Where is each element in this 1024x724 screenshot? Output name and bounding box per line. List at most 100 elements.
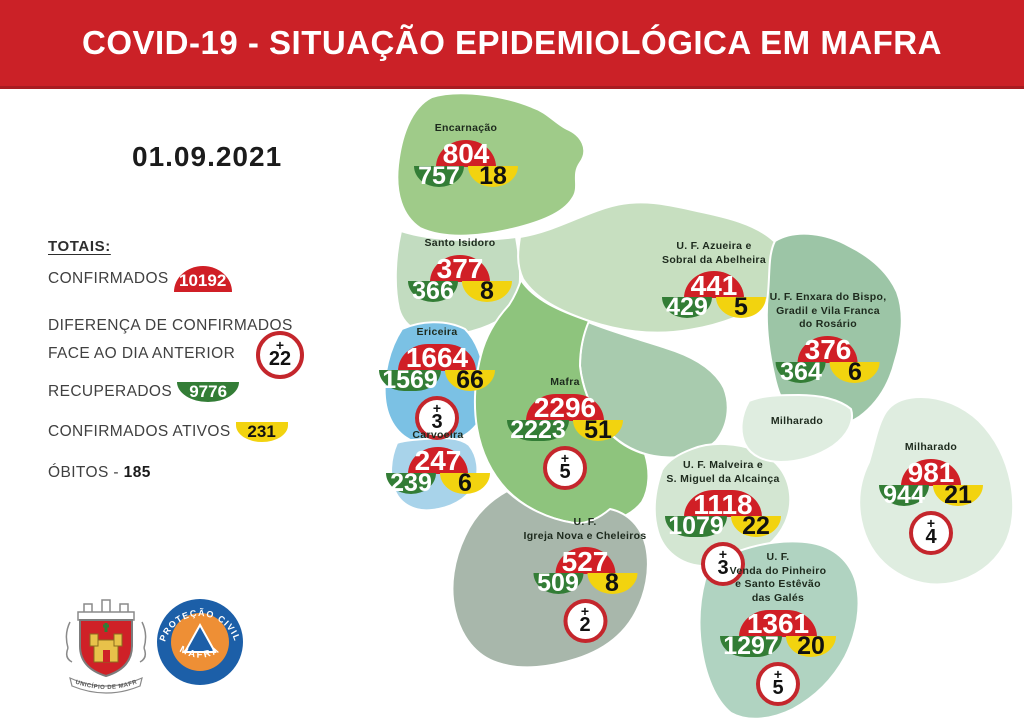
active-badge: 18 — [468, 163, 518, 188]
parish-shape-milharado-west — [740, 394, 853, 463]
parish-name: U. F. Venda do Pinheiro e Santo Estêvão … — [729, 551, 827, 604]
daily-diff-badge: +4 — [909, 510, 953, 555]
parish-cluster-venda-pinheiro: U. F. Venda do Pinheiro e Santo Estêvão … — [720, 551, 836, 706]
totals-heading: TOTAIS: — [48, 238, 111, 255]
recuperados-label: RECUPERADOS — [48, 383, 173, 400]
confirmed-badge: 527 — [555, 547, 615, 575]
page-title: COVID-19 - SITUAÇÃO EPIDEMIOLÓGICA EM MA… — [82, 24, 942, 61]
plus-sign: + — [926, 514, 936, 531]
plus-sign: + — [560, 449, 570, 466]
recovered-badge: 2223 — [507, 417, 569, 442]
plus-sign: + — [773, 665, 783, 682]
parish-name: U. F. Azueira e Sobral da Abelheira — [662, 240, 766, 266]
plus-sign: + — [275, 337, 285, 353]
plus-sign: + — [718, 546, 728, 563]
confirmed-badge: 247 — [408, 446, 468, 475]
recovered-badge: 509 — [533, 571, 583, 596]
parish-cluster-ericeira: Ericeira 1664 1569 66 +3 — [379, 326, 495, 440]
parish-cluster-azueira: U. F. Azueira e Sobral da Abelheira 441 … — [662, 240, 766, 320]
daily-diff-badge: +3 — [415, 395, 459, 440]
mafra-coat-of-arms: MUNICÍPIO DE MAFRA — [60, 582, 147, 694]
plus-sign: + — [432, 399, 442, 416]
daily-diff-badge: +2 — [563, 599, 607, 644]
recovered-badge: 239 — [386, 470, 436, 495]
active-badge: 21 — [933, 482, 983, 507]
confirmed-badge: 1664 — [398, 343, 476, 372]
parish-name: Milharado — [904, 441, 958, 453]
milharado-secondary-label: Milharado — [770, 415, 824, 427]
ativos-total-badge: 231 — [235, 422, 288, 442]
diff-label: DIFERENÇA DE CONFIRMADOS FACE AO DIA ANT… — [48, 317, 293, 362]
parish-cluster-mafra: Mafra 2296 2223 51 +5 — [507, 376, 623, 490]
confirmed-badge: 804 — [436, 139, 496, 168]
confirmados-row: CONFIRMADOS 10192 — [48, 266, 232, 292]
active-badge: 66 — [445, 367, 495, 392]
svg-text:MAFRA: MAFRA — [178, 644, 223, 661]
parish-cluster-carvoeira: Carvoeira 247 239 6 — [386, 429, 490, 495]
confirmed-badge: 376 — [798, 335, 858, 364]
castle-icon — [89, 623, 123, 663]
parish-name: Encarnação — [434, 122, 498, 134]
daily-diff-badge: +5 — [543, 445, 587, 490]
parish-cluster-igreja-nova: U. F. Igreja Nova e Cheleiros 527 509 8 +… — [523, 516, 647, 644]
diff-value: 2 — [579, 614, 591, 637]
parish-name: U. F. Enxara do Bispo, Gradil e Vila Fra… — [769, 291, 887, 331]
active-badge: 6 — [440, 470, 490, 495]
diff-value: 3 — [717, 557, 729, 580]
ativos-row: CONFIRMADOS ATIVOS 231 — [48, 422, 288, 442]
parish-cluster-enxara: U. F. Enxara do Bispo, Gradil e Vila Fra… — [769, 291, 887, 384]
parish-name: Mafra — [550, 376, 580, 388]
diff-value: 4 — [925, 525, 937, 548]
parish-cluster-santo-isidoro: Santo Isidoro 377 366 8 — [408, 237, 512, 303]
parish-name: U. F. Malveira e S. Miguel da Alcainça — [666, 459, 780, 485]
recovered-badge: 1569 — [379, 367, 441, 392]
parish-cluster-malveira: U. F. Malveira e S. Miguel da Alcainça 1… — [665, 459, 781, 587]
recuperados-row: RECUPERADOS 9776 — [48, 382, 240, 402]
protecao-civil-bottom-text: MAFRA — [178, 644, 221, 661]
parish-name: U. F. Igreja Nova e Cheleiros — [523, 516, 647, 542]
active-badge: 22 — [731, 514, 781, 539]
confirmed-badge: 981 — [901, 458, 961, 487]
daily-diff-total-badge: + 22 — [256, 331, 304, 379]
parish-cluster-milharado: Milharado 981 944 21 +4 — [879, 441, 983, 555]
confirmed-badge: 1361 — [739, 609, 817, 638]
parish-name: Carvoeira — [412, 429, 464, 441]
diff-value: 5 — [772, 676, 784, 699]
active-badge: 51 — [573, 417, 623, 442]
plus-sign: + — [580, 603, 590, 620]
confirmed-badge: 1118 — [684, 490, 762, 518]
recovered-badge: 944 — [879, 482, 929, 507]
daily-diff-badge: +3 — [701, 542, 745, 587]
diff-value: 3 — [431, 410, 443, 433]
parish-cluster-encarnacao: Encarnação 804 757 18 — [414, 122, 518, 188]
active-badge: 20 — [786, 633, 836, 658]
confirmed-badge: 2296 — [526, 393, 604, 422]
protecao-civil-logo: PROTEÇÃO CIVIL MAFRA — [157, 599, 243, 685]
recovered-badge: 366 — [408, 278, 458, 303]
daily-diff-badge: +5 — [756, 661, 800, 706]
triangle-icon — [183, 622, 217, 653]
confirmed-badge: 377 — [430, 254, 490, 283]
active-badge: 8 — [462, 278, 512, 303]
obitos-row: ÓBITOS - 185 — [48, 464, 151, 482]
header-bar: COVID-19 - SITUAÇÃO EPIDEMIOLÓGICA EM MA… — [0, 0, 1024, 89]
diff-total-value: 22 — [268, 348, 292, 370]
ativos-label: CONFIRMADOS ATIVOS — [48, 423, 231, 440]
recovered-badge: 364 — [776, 359, 826, 384]
recovered-badge: 429 — [662, 295, 712, 320]
recuperados-total-badge: 9776 — [177, 382, 240, 402]
parish-name: Santo Isidoro — [424, 237, 496, 249]
confirmados-label: CONFIRMADOS — [48, 270, 169, 287]
obitos-label: ÓBITOS - — [48, 464, 124, 481]
confirmed-badge: 441 — [684, 271, 744, 299]
recovered-badge: 1079 — [665, 514, 727, 539]
active-badge: 5 — [716, 295, 766, 320]
obitos-value: 185 — [123, 464, 151, 481]
recovered-badge: 1297 — [720, 633, 782, 658]
report-date: 01.09.2021 — [132, 141, 283, 172]
active-badge: 6 — [830, 359, 880, 384]
parish-name: Ericeira — [416, 326, 458, 338]
diff-value: 5 — [559, 460, 571, 483]
active-badge: 8 — [587, 571, 637, 596]
